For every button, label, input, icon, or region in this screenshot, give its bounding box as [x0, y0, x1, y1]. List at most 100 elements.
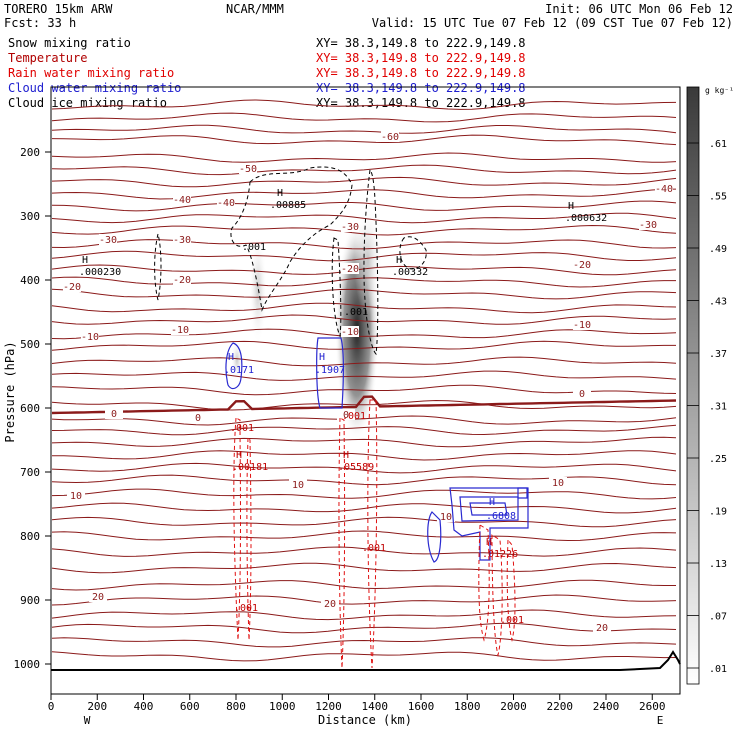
colorbar-tick-label: .49 — [709, 244, 727, 255]
y-tick-label: 500 — [20, 338, 40, 351]
isotherm-label: -10 — [171, 325, 189, 336]
isotherm-label-bg — [573, 388, 591, 399]
rain-max-h: H — [343, 450, 349, 461]
temperature-contour — [51, 302, 677, 314]
isotherm-label-bg — [341, 221, 359, 232]
snow-max-value: .000230 — [79, 267, 121, 278]
colorbar-tick-label: .01 — [709, 664, 727, 675]
rain-contour — [478, 524, 490, 642]
isotherm-label-bg — [81, 331, 99, 342]
temperature-contour — [51, 164, 677, 176]
snow-contour-label: .001 — [344, 307, 368, 318]
temperature-contour — [51, 546, 677, 557]
isotherm-label: 10 — [70, 491, 82, 502]
temperature-contour — [51, 176, 677, 188]
temperature-contour — [51, 314, 677, 325]
isotherm-label-bg — [173, 274, 191, 285]
isotherm-label: -50 — [239, 164, 257, 175]
forecast-hour: Fcst: 33 h — [4, 16, 76, 30]
legend-label-cloud-ice: Cloud ice mixing ratio — [8, 96, 167, 110]
cloud-water-contour — [449, 487, 529, 561]
temperature-contour — [51, 112, 677, 123]
snow-contour-label: .001 — [242, 242, 266, 253]
x-tick-label: 1200 — [315, 700, 342, 713]
cloud-water-contour — [469, 502, 508, 516]
temperature-contour — [51, 415, 677, 426]
isotherm-label-bg — [289, 479, 307, 490]
model-title: TORERO 15km ARW — [4, 2, 113, 16]
y-tick-label: 400 — [20, 274, 40, 287]
temperature-contour — [51, 340, 676, 351]
isotherm-label: -40 — [217, 198, 235, 209]
temperature-contour — [52, 450, 677, 461]
snow-max-h: H — [396, 255, 402, 266]
valid-time: Valid: 15 UTC Tue 07 Feb 12 (09 CST Tue … — [372, 16, 733, 30]
cloud-water-contour — [316, 337, 344, 409]
isotherm-label-bg — [341, 263, 359, 274]
colorbar-gradient — [686, 86, 700, 685]
isotherm-label: -20 — [63, 282, 81, 293]
isotherm-label: -20 — [173, 275, 191, 286]
rain-contour — [367, 399, 378, 669]
temperature-contour — [51, 224, 677, 236]
rain-contour-label: .001 — [234, 603, 258, 614]
center-title: NCAR/MMM — [226, 2, 284, 16]
isotherm-label-bg — [89, 591, 107, 602]
temperature-contour — [51, 530, 677, 542]
isotherm-label-bg — [67, 490, 85, 501]
temperature-contour — [51, 328, 677, 340]
plot-frame — [50, 86, 681, 695]
x-tick-label: 1400 — [362, 700, 389, 713]
isotherm-label: 20 — [92, 592, 104, 603]
zero-isotherm — [51, 395, 677, 415]
isotherm-label: -30 — [99, 235, 117, 246]
rain-max-value: .00181 — [232, 462, 268, 473]
isotherm-label: -20 — [341, 264, 359, 275]
temperature-contour — [51, 370, 677, 381]
y-tick-label: 1000 — [14, 658, 41, 671]
temperature-contour — [51, 651, 677, 662]
cloud-water-max-value: .6808 — [486, 511, 516, 522]
isotherm-label: -10 — [573, 320, 591, 331]
temperature-contour — [51, 502, 677, 514]
temperature-contour — [51, 562, 677, 574]
isotherm-label: -10 — [341, 327, 359, 338]
isotherm-label: 20 — [324, 599, 336, 610]
colorbar-tick-label: .25 — [709, 454, 727, 465]
temperature-contour — [51, 622, 677, 634]
cloud-water-contour — [427, 511, 442, 563]
y-tick-label: 200 — [20, 146, 40, 159]
isotherm-label-bg — [593, 622, 611, 633]
isotherm-label-bg — [341, 326, 359, 337]
isotherm-label-bg — [337, 409, 355, 420]
temperature-contour — [51, 424, 677, 436]
snow-max-value: .00885 — [270, 200, 306, 211]
isotherm-label: -40 — [655, 184, 673, 195]
isotherm-label: 10 — [292, 480, 304, 491]
y-tick-label: 600 — [20, 402, 40, 415]
colorbar-tick-label: .31 — [709, 402, 727, 413]
cloud-water-max-h: H — [319, 352, 325, 363]
isotherm-label-bg — [573, 259, 591, 270]
isotherm-label: 0 — [343, 410, 349, 421]
rain-contour — [506, 538, 516, 642]
isotherm-label: 0 — [195, 413, 201, 424]
cloud-water-contour — [517, 487, 528, 499]
rain-contour-label: .001 — [230, 423, 254, 434]
y-tick-label: 700 — [20, 466, 40, 479]
isotherm-label-bg — [437, 511, 455, 522]
legend-label-snow: Snow mixing ratio — [8, 36, 131, 50]
legend-xs-snow: XY= 38.3,149.8 to 222.9,149.8 — [316, 36, 526, 50]
colorbar-unit: g kg⁻¹ — [705, 86, 734, 95]
temperature-contour — [51, 579, 676, 591]
cloud-water-max-value: .0171 — [224, 365, 254, 376]
plot-area: -60 -50 -40 -40 -40 -30 -30 -30 -30 -20 -20 -20 -20 -… — [50, 86, 681, 695]
cloud-water-max-value: .1907 — [315, 365, 345, 376]
isotherm-label: 0 — [111, 409, 117, 420]
axes: 0 200 400 600 800 1000 1200 1400 1600 1800 2000 220… — [14, 146, 666, 713]
x-tick-label: 2200 — [547, 700, 574, 713]
terrain-line — [51, 650, 681, 671]
rain-contour-label: .001 — [500, 615, 524, 626]
x-tick-label: 200 — [87, 700, 107, 713]
